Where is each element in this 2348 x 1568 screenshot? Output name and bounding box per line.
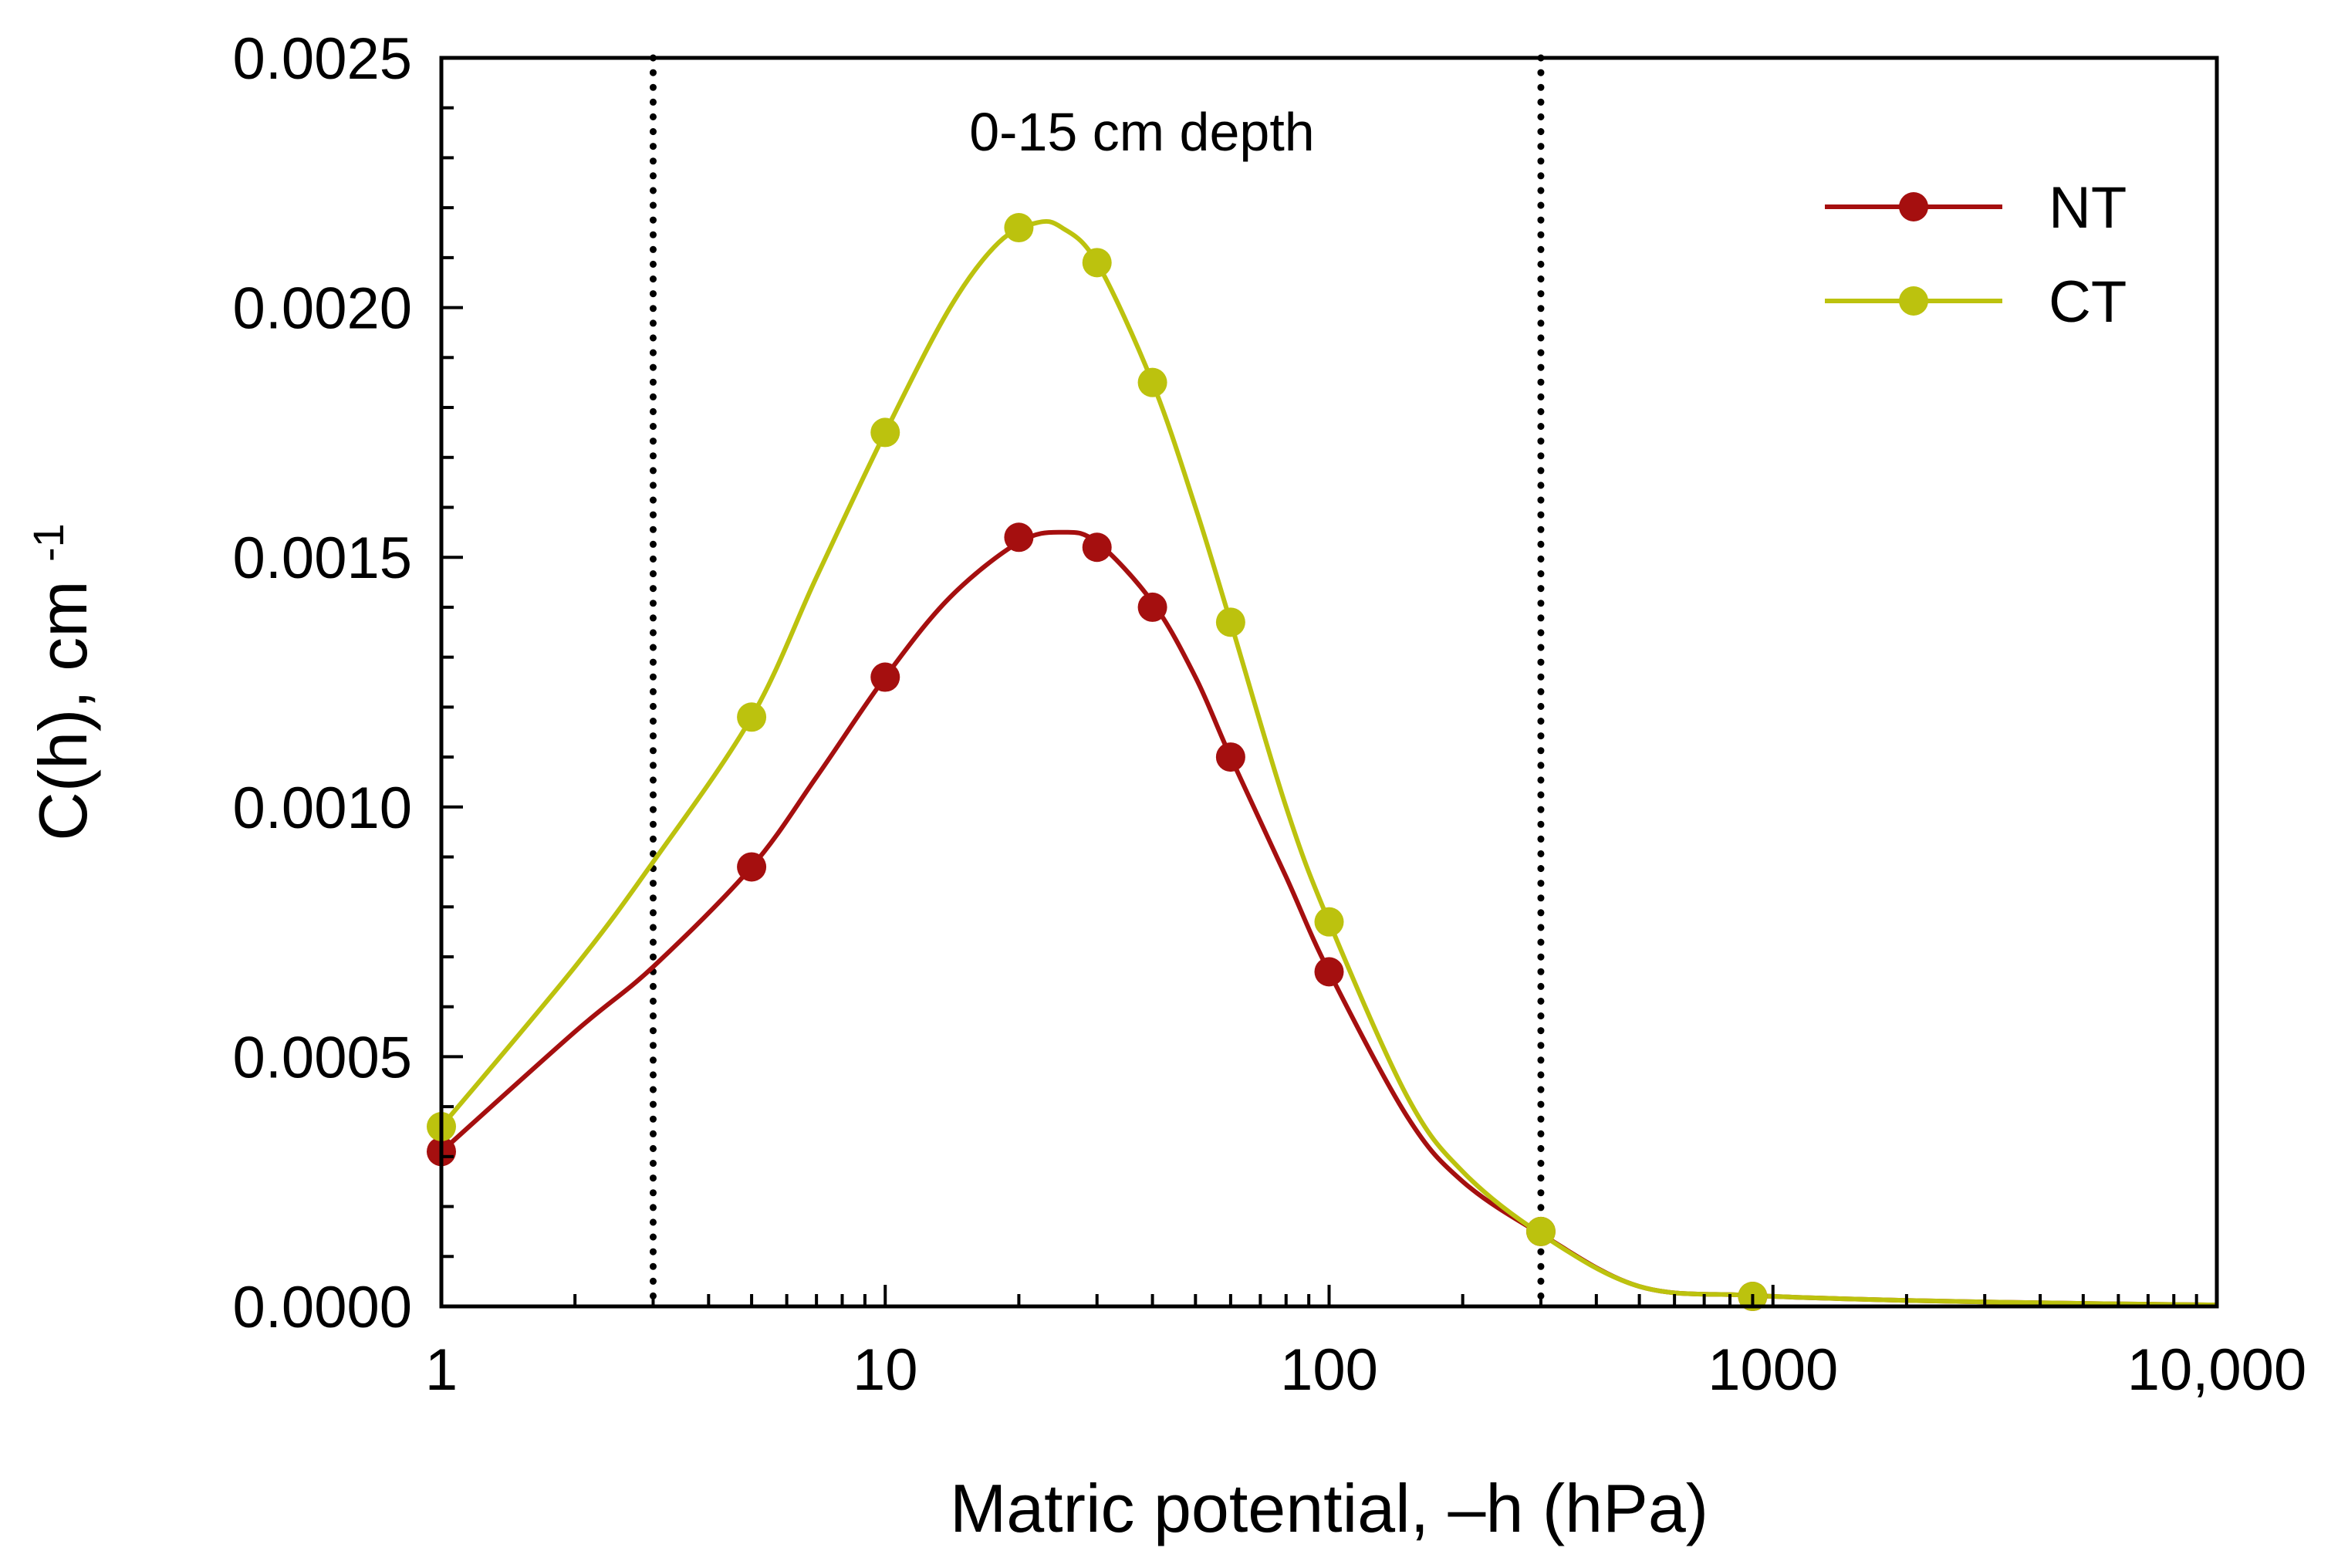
y-tick-label: 0.0015 — [233, 525, 412, 591]
data-point-ct — [870, 417, 900, 448]
x-tick-label: 10,000 — [2127, 1337, 2306, 1403]
data-point-ct — [1137, 367, 1167, 397]
y-axis-title: C(h), cm -1 — [24, 523, 101, 841]
data-point-ct — [737, 702, 767, 732]
x-tick-label: 1 — [425, 1337, 458, 1403]
data-point-ct — [1215, 607, 1245, 637]
data-point-nt — [1215, 742, 1245, 772]
legend-marker-nt — [1899, 192, 1928, 221]
legend-marker-ct — [1899, 286, 1928, 316]
data-point-nt — [1004, 522, 1034, 553]
data-point-nt — [870, 662, 900, 692]
y-tick-label: 0.0000 — [233, 1275, 412, 1340]
x-tick-label: 100 — [1280, 1337, 1378, 1403]
axes: 1 10 100 1000 10,000 0.0000 0.0005 0.0010 0.0015… — [233, 26, 2307, 1403]
data-point-ct — [1082, 248, 1112, 278]
y-axis-title-superscript: -1 — [24, 523, 73, 562]
y-tick-label: 0.0005 — [233, 1025, 412, 1090]
legend-label-ct: CT — [2049, 269, 2127, 335]
x-axis-title: Matric potential, –h (hPa) — [950, 1470, 1708, 1546]
x-tick-label: 1000 — [1708, 1337, 1838, 1403]
data-point-nt — [737, 852, 767, 882]
legend-label-nt: NT — [2049, 175, 2127, 241]
series-lines — [439, 54, 2218, 1310]
y-tick-label: 0.0020 — [233, 276, 412, 342]
y-axis-title-main: C(h), cm — [25, 580, 101, 840]
data-point-nt — [1314, 957, 1344, 987]
data-point-ct — [1004, 213, 1034, 243]
y-tick-label: 0.0010 — [233, 776, 412, 841]
data-point-nt — [1137, 592, 1167, 622]
x-tick-label: 10 — [853, 1337, 918, 1403]
plot-frame — [439, 56, 2219, 1309]
legend: NT CT — [1825, 175, 2127, 335]
depth-annotation: 0-15 cm depth — [969, 102, 1314, 162]
y-tick-label: 0.0025 — [233, 26, 412, 92]
data-point-ct — [1314, 907, 1344, 937]
series-line-ct — [439, 218, 2218, 1308]
series-markers — [427, 213, 1768, 1312]
data-point-ct — [1525, 1216, 1556, 1246]
data-point-nt — [1082, 532, 1112, 563]
